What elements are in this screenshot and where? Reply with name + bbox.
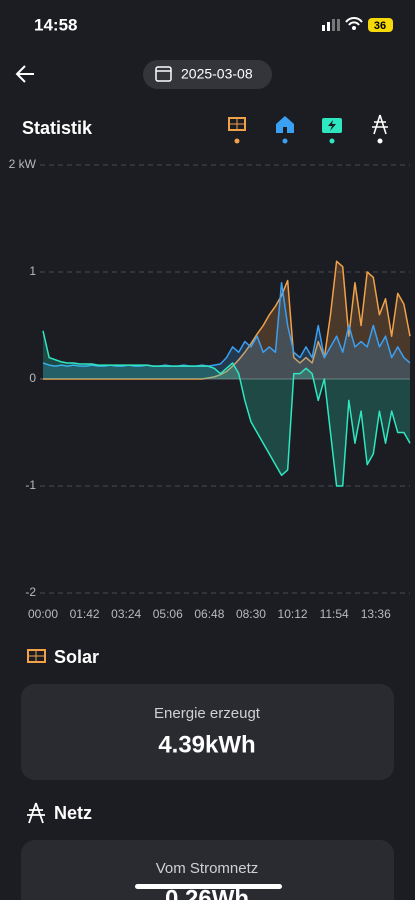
series-line bbox=[43, 260, 411, 380]
section-title: Solar bbox=[54, 647, 99, 667]
x-tick-label: 06:48 bbox=[194, 607, 224, 621]
grid-icon bbox=[27, 802, 45, 824]
energy-card bbox=[21, 840, 394, 900]
legend-icons[interactable] bbox=[228, 114, 388, 144]
x-tick-label: 01:42 bbox=[70, 607, 100, 621]
x-tick-label: 13:36 bbox=[361, 607, 391, 621]
power-chart: -2 -1 0 1 2 kW 00:00 01:42 03:24 05:06 06:48 08:30… bbox=[9, 157, 411, 621]
x-tick-label: 11:54 bbox=[320, 607, 349, 621]
y-tick-label: 1 bbox=[29, 264, 36, 278]
card-label: Vom Stromnetz bbox=[156, 860, 259, 877]
energy-card bbox=[21, 684, 394, 780]
series-line bbox=[42, 330, 411, 487]
battery-toggle[interactable] bbox=[322, 118, 342, 144]
date-picker[interactable] bbox=[143, 60, 272, 89]
series-area bbox=[43, 282, 410, 379]
x-tick-label: 03:24 bbox=[111, 607, 141, 621]
x-tick-label: 00:00 bbox=[28, 607, 58, 621]
series-area bbox=[43, 330, 410, 486]
back-button[interactable] bbox=[15, 65, 34, 83]
page-title: Statistik bbox=[22, 118, 93, 138]
section-title: Netz bbox=[54, 803, 92, 823]
status-time: 14:58 bbox=[34, 15, 77, 34]
date[interactable]: 2025-03-08 bbox=[181, 66, 253, 82]
series-area bbox=[43, 261, 410, 379]
y-tick-label: -1 bbox=[25, 478, 36, 492]
home-indicator bbox=[135, 884, 282, 889]
y-tick-label: 2 kW bbox=[9, 157, 37, 171]
x-tick-label: 08:30 bbox=[236, 607, 266, 621]
solar-toggle[interactable] bbox=[228, 117, 246, 144]
card-label: Energie erzeugt bbox=[154, 705, 261, 722]
card-value: 0.26Wh bbox=[165, 885, 249, 900]
grid-toggle[interactable] bbox=[372, 114, 388, 144]
x-tick-label: 10:12 bbox=[278, 607, 308, 621]
home-toggle[interactable] bbox=[276, 116, 294, 144]
solar-icon bbox=[27, 649, 46, 663]
battery-level: 36 bbox=[374, 20, 386, 32]
x-tick-label: 05:06 bbox=[153, 607, 183, 621]
status-icons bbox=[322, 17, 393, 32]
y-tick-label: -2 bbox=[25, 585, 36, 599]
series-line bbox=[42, 281, 411, 367]
y-tick-label: 0 bbox=[29, 371, 36, 385]
card-value: 4.39kWh bbox=[158, 731, 255, 758]
calendar-icon bbox=[155, 66, 172, 82]
